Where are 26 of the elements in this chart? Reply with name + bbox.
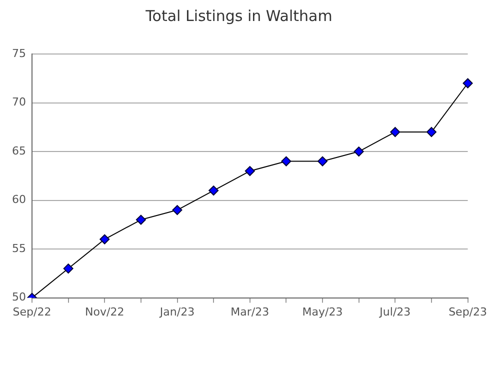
x-tick-label: May/23 [302,305,343,318]
point [462,78,473,88]
point [136,214,146,225]
point [390,127,400,138]
y-tick-label: 55 [12,242,26,255]
point [426,127,436,138]
y-tick-label: 65 [12,144,26,158]
point [63,264,74,274]
x-tick-label: Sep/22 [12,305,52,318]
point [244,166,255,176]
point [318,156,328,166]
y-tick-label: 70 [12,96,26,109]
x-tick-label: Nov/22 [85,305,124,318]
y-tick-label: 75 [12,46,26,60]
y-tick-label: 60 [12,193,26,206]
point [281,156,292,166]
chart-title: Total Listings in Waltham [144,6,332,25]
x-tick-label: Mar/23 [230,305,270,318]
point [172,205,182,216]
x-tick-label: Sep/23 [448,305,487,318]
y-tick-label: 50 [12,290,26,304]
point [354,146,364,157]
x-tick-label: Jan/23 [158,305,195,318]
point [100,234,110,244]
x-tick-label: Jul/23 [378,305,411,318]
point [208,186,219,196]
